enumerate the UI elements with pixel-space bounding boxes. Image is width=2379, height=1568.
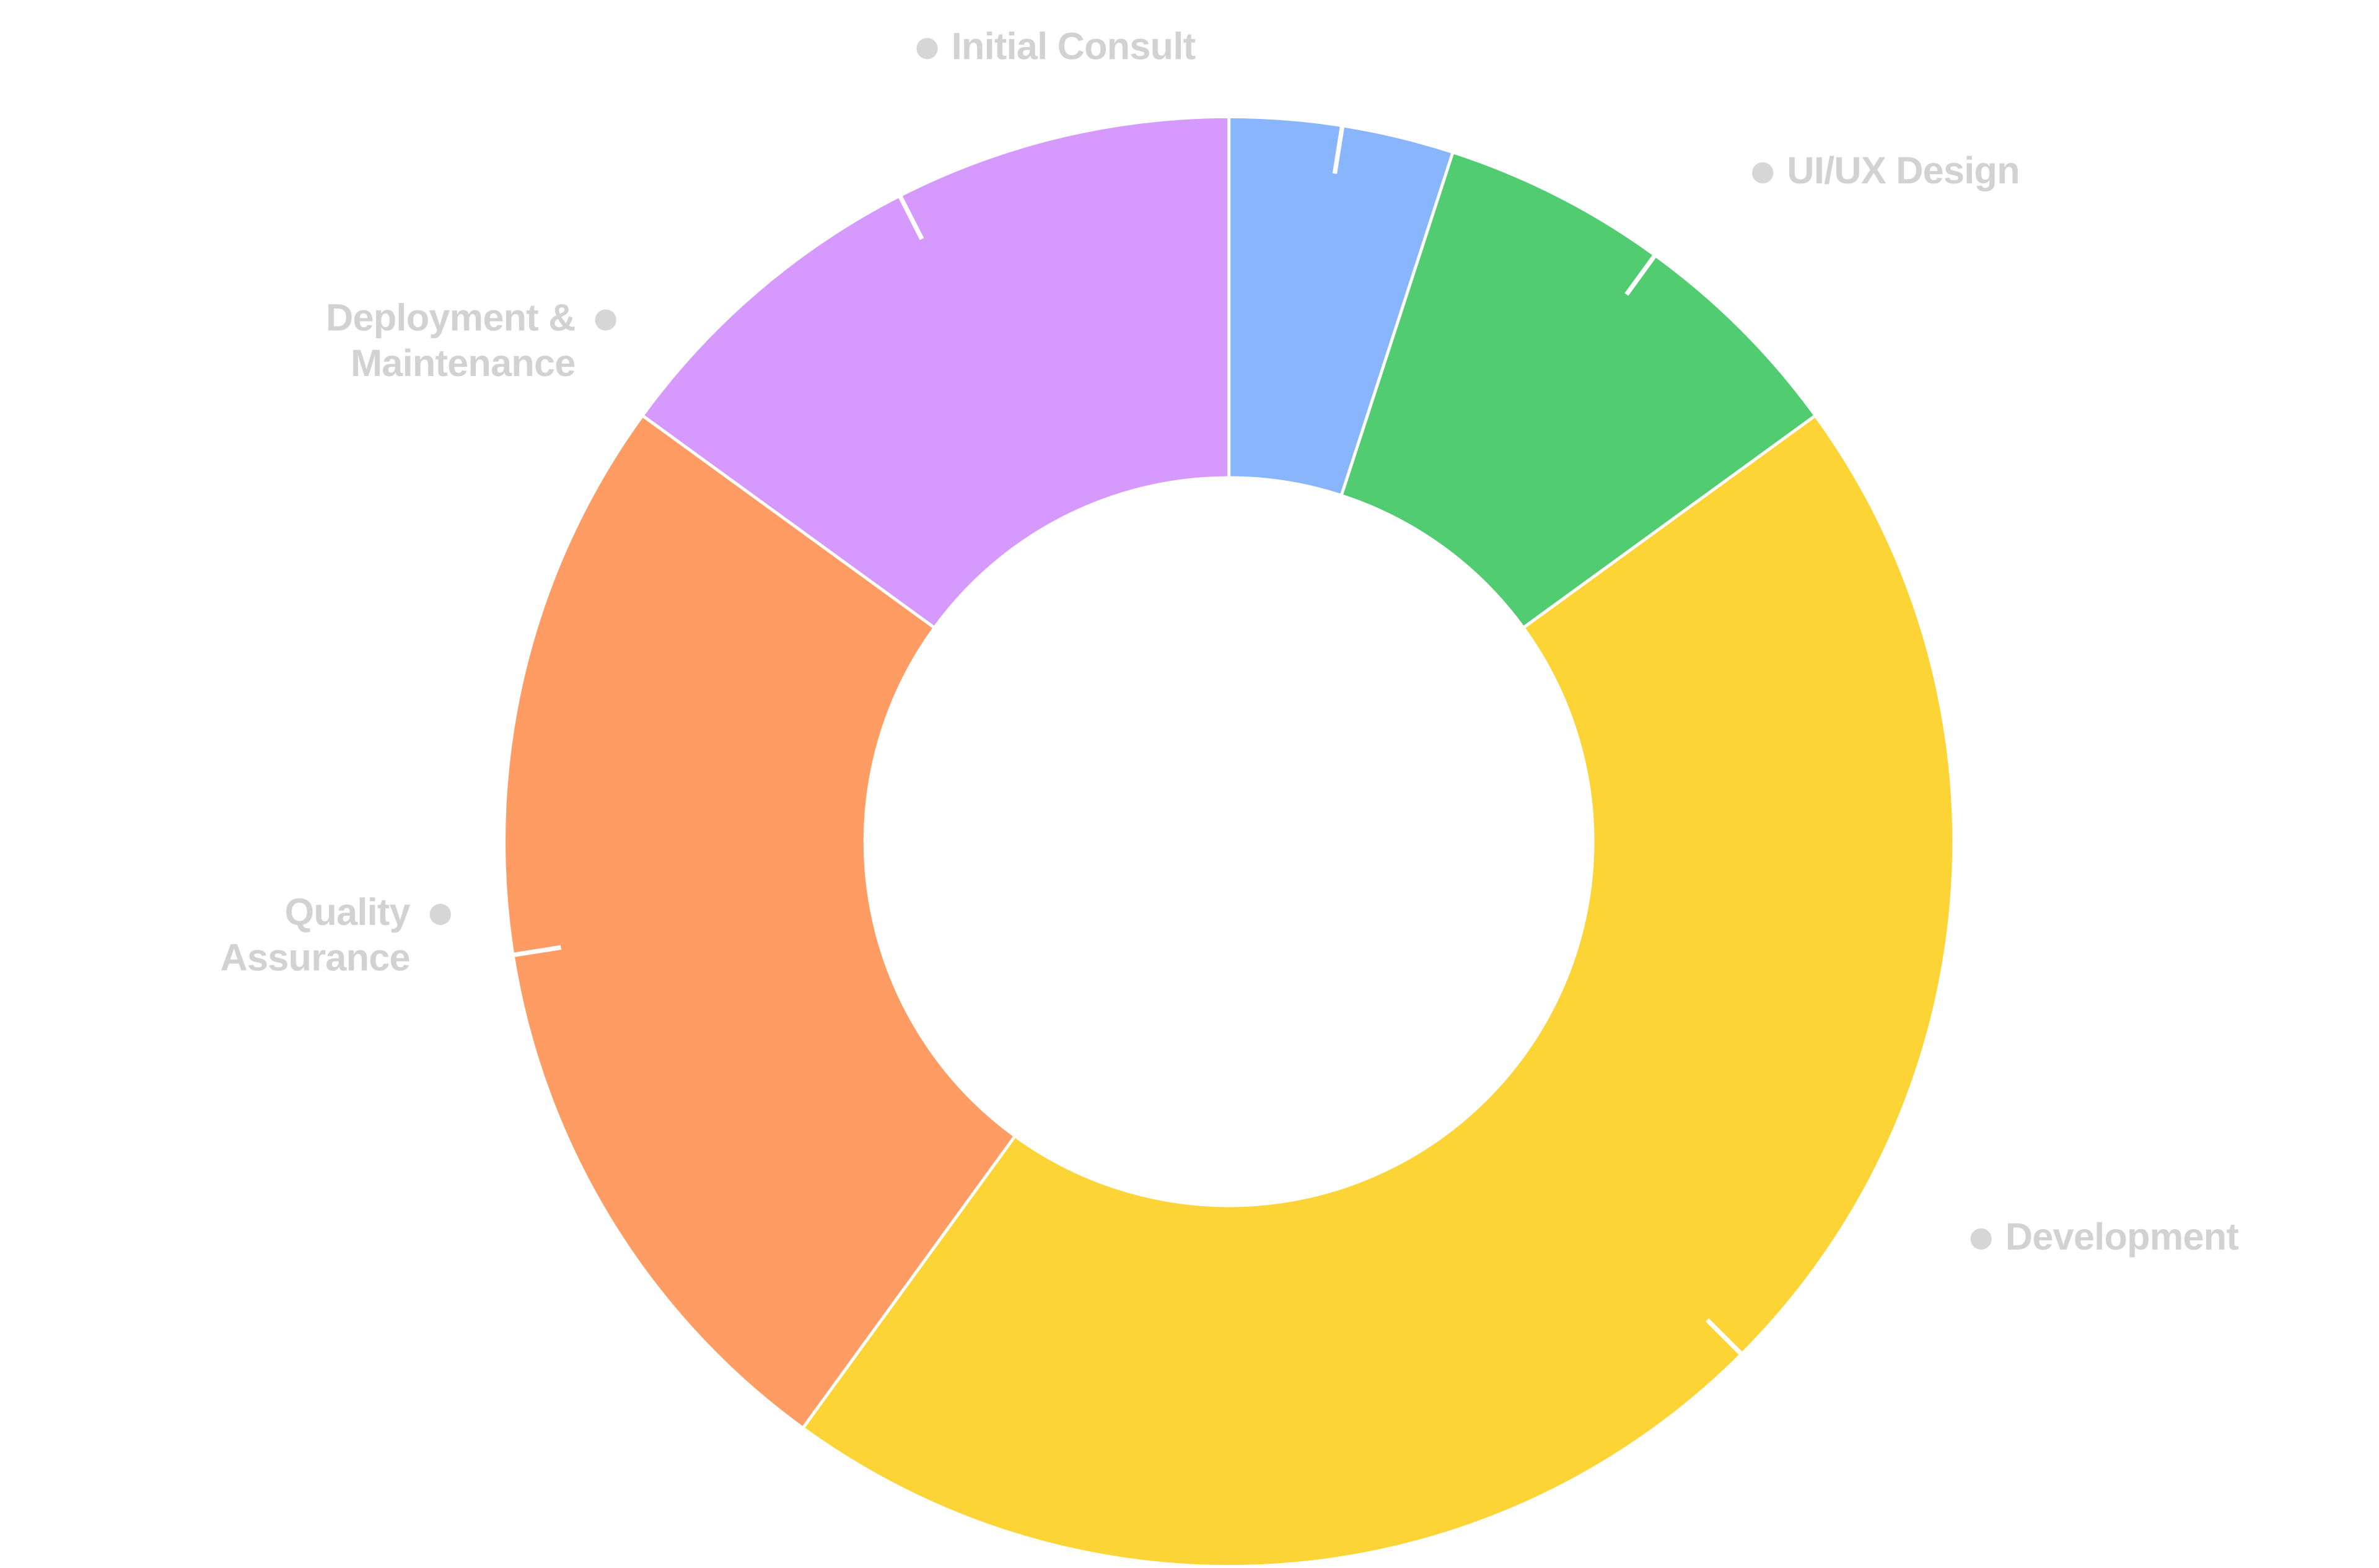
category-label: Development xyxy=(2005,1216,2239,1259)
donut-segment xyxy=(640,115,1231,630)
category-label: UI/UX Design xyxy=(1787,150,2020,193)
category-label: Deployment & Maintenance xyxy=(326,297,576,385)
legend-dot xyxy=(916,38,938,59)
leader-line xyxy=(1332,125,1345,174)
donut-segment xyxy=(800,413,1956,1568)
legend-dot xyxy=(1970,1228,1992,1250)
label-box: Development xyxy=(2005,1216,2239,1259)
category-label: Initial Consult xyxy=(951,25,1196,69)
label-box: Initial Consult xyxy=(951,25,1196,69)
leader-line xyxy=(898,195,924,240)
label-box: Deployment & Maintenance xyxy=(326,297,576,385)
label-box: Quality Assurance xyxy=(220,891,410,980)
legend-dot xyxy=(429,903,451,926)
donut-segment xyxy=(502,413,1017,1430)
donut-segment xyxy=(1339,150,1818,630)
legend-dot xyxy=(1752,162,1774,184)
category-label: Quality Assurance xyxy=(220,891,410,980)
leader-line xyxy=(1705,1318,1743,1356)
legend-dot xyxy=(595,309,616,331)
leader-line xyxy=(1624,253,1657,296)
label-box: UI/UX Design xyxy=(1787,150,2020,193)
leader-line xyxy=(512,945,561,958)
